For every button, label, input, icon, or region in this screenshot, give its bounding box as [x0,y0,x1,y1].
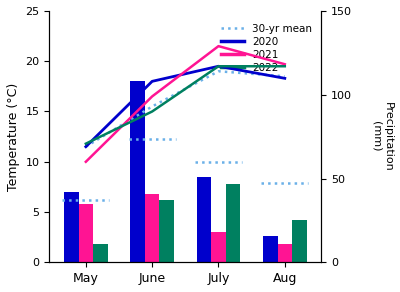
Bar [93,244,108,262]
Bar [64,192,78,262]
Y-axis label: Precipitation
(mm): Precipitation (mm) [372,102,393,171]
Bar [196,177,211,262]
Bar [78,204,93,262]
Bar [292,220,307,262]
Bar [211,232,226,262]
Bar [226,184,240,262]
Bar [160,200,174,262]
Bar [130,81,145,262]
Y-axis label: Temperature (°C): Temperature (°C) [7,83,20,191]
Bar [145,194,160,262]
Bar [263,236,278,262]
Legend: 30-yr mean, 2020, 2021, 2022: 30-yr mean, 2020, 2021, 2022 [218,20,315,76]
Bar [278,244,292,262]
